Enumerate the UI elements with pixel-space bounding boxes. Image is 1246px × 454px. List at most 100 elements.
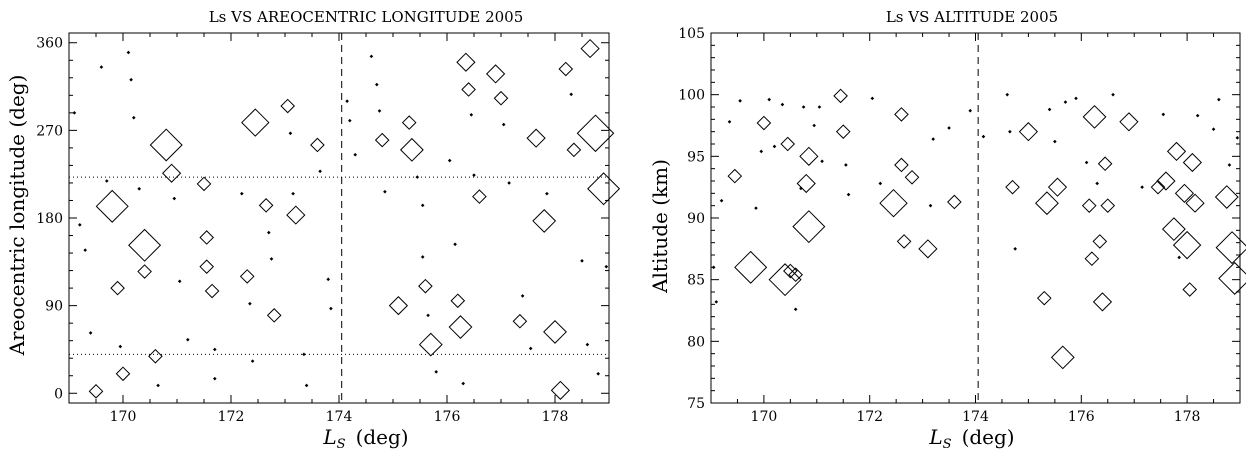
x-axis-label: LS (deg) (928, 425, 1014, 452)
data-point (550, 380, 571, 400)
data-point (88, 331, 93, 335)
chart-ls-vs-longitude: Ls VS AREOCENTRIC LONGITUDE 2005 Areocen… (5, 8, 621, 452)
data-point (1111, 92, 1115, 97)
y-tick-label: 360 (36, 36, 63, 52)
data-point (507, 181, 511, 185)
data-point (377, 109, 382, 113)
data-point (401, 115, 417, 130)
data-point (399, 137, 424, 162)
data-point (1092, 292, 1113, 312)
data-point (1074, 96, 1078, 101)
data-point (580, 38, 600, 59)
data-point (83, 248, 87, 252)
plot-frame (68, 32, 610, 404)
data-point (981, 134, 986, 139)
data-point (799, 146, 819, 166)
data-point (526, 128, 546, 148)
y-tick-label: 95 (687, 149, 705, 165)
data-point (126, 50, 131, 55)
data-point (1156, 171, 1176, 191)
data-point (928, 203, 933, 208)
chart-title: Ls VS AREOCENTRIC LONGITUDE 2005 (209, 8, 524, 26)
data-point (1211, 127, 1216, 131)
data-point (569, 92, 573, 97)
data-point (456, 52, 476, 72)
data-point (793, 307, 798, 312)
data-point (239, 269, 255, 284)
data-point (1084, 251, 1100, 267)
data-point (870, 96, 875, 101)
x-tick-label: 178 (542, 409, 569, 425)
data-point (1140, 185, 1144, 189)
y-tick-label: 0 (54, 386, 63, 402)
data-point (213, 347, 217, 352)
data-point (1100, 198, 1116, 213)
data-point (266, 308, 282, 323)
data-point (196, 176, 212, 192)
reference-lines (69, 33, 609, 403)
data-point (302, 352, 306, 357)
data-point (894, 107, 909, 122)
x-axis-label-main: L (928, 425, 942, 449)
data-point (493, 90, 509, 106)
data-point (420, 255, 425, 259)
plot-frame (710, 32, 1241, 404)
data-point (780, 102, 785, 107)
data-point (72, 111, 77, 115)
y-tick-label: 270 (36, 123, 63, 139)
data-point (348, 118, 352, 123)
data-point (1227, 163, 1232, 167)
data-point (149, 128, 183, 162)
data-point (469, 112, 474, 117)
x-tick-label: 170 (751, 409, 778, 425)
data-point (204, 283, 220, 299)
data-point (947, 194, 962, 210)
data-point (241, 108, 270, 137)
x-tick-label: 176 (434, 409, 461, 425)
data-point (520, 294, 525, 298)
data-point (738, 99, 742, 103)
data-point (596, 371, 600, 376)
data-point (426, 313, 430, 318)
data-point (353, 152, 357, 157)
y-tick-label: 90 (45, 299, 63, 315)
x-axis-label: LS (deg) (322, 425, 408, 452)
data-point (1036, 290, 1052, 306)
data-point (161, 163, 182, 183)
data-point (734, 250, 768, 284)
data-point (345, 99, 349, 103)
data-point (1119, 112, 1139, 132)
data-point (792, 210, 826, 244)
data-points (72, 38, 621, 400)
data-point (1161, 112, 1166, 117)
chart-title: Ls VS ALTITUDE 2005 (886, 8, 1058, 26)
data-point (461, 82, 476, 97)
data-point (250, 359, 255, 363)
data-point (388, 296, 409, 316)
axis-ticks: 170 172 174 176 178 0 90 180 270 360 (36, 33, 610, 425)
data-point (286, 205, 306, 225)
data-point (1005, 92, 1010, 97)
data-point (1215, 231, 1246, 265)
data-point (1217, 97, 1221, 102)
data-point (1050, 345, 1075, 370)
data-point (1182, 282, 1198, 297)
y-tick-label: 75 (687, 396, 705, 412)
data-point (434, 370, 438, 374)
data-point (719, 198, 724, 203)
data-point (472, 189, 487, 204)
data-point (99, 65, 104, 69)
data-point (879, 188, 908, 218)
data-point (118, 344, 123, 349)
data-point (374, 132, 390, 148)
data-point (894, 157, 909, 173)
data-point (931, 137, 935, 141)
data-point (129, 77, 133, 82)
y-tick-label: 85 (687, 273, 705, 289)
data-point (199, 230, 215, 245)
data-point (450, 293, 466, 309)
data-point (240, 191, 244, 196)
data-point (604, 264, 609, 269)
data-point (1214, 185, 1239, 209)
data-point (1035, 191, 1059, 216)
